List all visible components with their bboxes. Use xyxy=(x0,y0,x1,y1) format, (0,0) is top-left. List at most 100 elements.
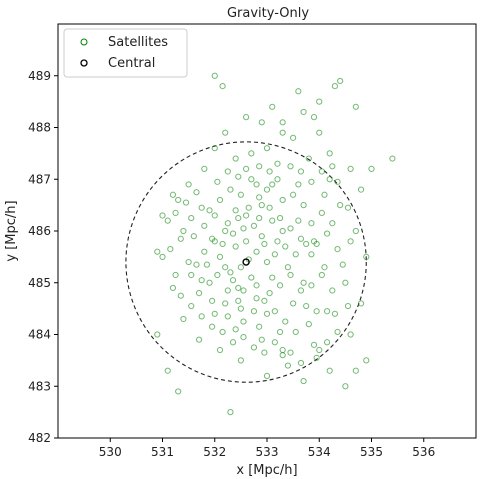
satellite-point xyxy=(237,264,244,271)
satellite-point xyxy=(188,271,195,279)
satellite-point xyxy=(269,274,276,281)
satellite-point xyxy=(250,308,258,315)
satellite-point xyxy=(172,209,179,216)
satellite-point xyxy=(323,308,331,315)
satellite-point xyxy=(164,217,171,224)
satellite-point xyxy=(240,287,247,294)
satellite-point xyxy=(342,279,349,286)
satellite-point xyxy=(352,103,359,110)
satellite-point xyxy=(216,253,224,260)
satellite-point xyxy=(347,238,354,245)
satellite-point xyxy=(339,261,346,268)
satellite-point xyxy=(329,287,336,294)
satellite-point xyxy=(195,336,203,343)
satellite-point xyxy=(198,313,205,320)
satellite-point xyxy=(363,253,370,260)
satellite-point xyxy=(326,367,333,374)
satellite-point xyxy=(334,328,341,336)
satellite-point xyxy=(279,227,286,235)
satellite-point xyxy=(292,328,299,336)
satellite-point xyxy=(274,238,281,245)
satellite-point xyxy=(243,114,250,121)
satellite-point xyxy=(253,181,260,188)
satellite-point xyxy=(227,269,234,276)
satellite-point xyxy=(316,346,323,354)
satellite-point xyxy=(308,220,315,227)
satellite-point xyxy=(188,302,195,310)
satellite-point xyxy=(342,383,349,390)
satellite-point xyxy=(279,196,286,204)
satellite-point xyxy=(248,150,255,157)
satellite-point xyxy=(357,300,365,307)
satellite-point xyxy=(237,305,244,312)
satellite-point xyxy=(232,243,239,250)
satellite-point xyxy=(258,202,265,209)
satellite-point xyxy=(305,155,312,162)
satellite-point xyxy=(159,253,166,260)
satellite-point xyxy=(290,134,297,141)
y-tick-label: 487 xyxy=(28,172,51,186)
satellite-point xyxy=(368,165,375,172)
satellite-point xyxy=(182,199,190,206)
satellite-point xyxy=(224,313,231,320)
satellite-point xyxy=(222,129,229,136)
satellite-point xyxy=(334,178,341,185)
satellite-point xyxy=(266,168,273,175)
satellite-point xyxy=(243,238,250,245)
satellite-point xyxy=(271,308,278,315)
satellite-point xyxy=(177,292,184,299)
satellite-point xyxy=(248,274,255,281)
satellite-point xyxy=(253,295,260,302)
satellite-point xyxy=(237,357,244,364)
satellite-point xyxy=(172,271,179,279)
satellite-point xyxy=(295,181,302,188)
satellite-point xyxy=(256,163,263,170)
satellite-point xyxy=(211,145,218,152)
satellite-point xyxy=(276,328,284,336)
satellite-point xyxy=(271,339,278,346)
satellite-point xyxy=(195,290,203,297)
y-axis-title: y [Mpc/h] xyxy=(4,200,19,261)
satellite-point xyxy=(188,214,195,222)
satellite-point xyxy=(154,248,161,255)
satellite-point xyxy=(203,261,211,268)
satellite-point xyxy=(167,246,174,253)
satellite-point xyxy=(206,279,213,286)
y-tick-label: 484 xyxy=(28,328,51,342)
satellite-point xyxy=(250,344,258,351)
y-tick-label: 482 xyxy=(28,431,51,445)
x-tick-label: 534 xyxy=(308,445,331,459)
satellite-point xyxy=(258,233,265,240)
satellite-point xyxy=(303,302,310,310)
satellite-point xyxy=(334,246,341,253)
satellite-point xyxy=(224,287,231,294)
satellite-point xyxy=(211,212,218,219)
x-axis-title: x [Mpc/h] xyxy=(236,463,297,478)
satellite-point xyxy=(175,196,182,204)
satellite-point xyxy=(321,191,328,198)
satellite-point xyxy=(209,297,216,304)
satellite-point xyxy=(329,220,336,227)
satellite-point xyxy=(318,168,325,175)
satellite-point xyxy=(321,264,328,271)
satellite-point xyxy=(232,155,239,162)
satellite-point xyxy=(347,331,354,338)
satellite-point xyxy=(329,163,336,170)
satellite-point xyxy=(316,129,323,136)
satellite-point xyxy=(258,119,265,126)
satellite-point xyxy=(279,352,286,359)
satellite-point xyxy=(222,227,229,235)
satellite-point xyxy=(169,284,177,292)
satellite-point xyxy=(287,349,294,356)
satellite-point xyxy=(253,248,260,255)
satellite-point xyxy=(266,204,273,211)
satellite-point xyxy=(352,367,359,374)
satellite-point xyxy=(263,186,271,193)
satellite-point xyxy=(211,310,218,317)
satellite-point xyxy=(253,282,260,289)
satellite-point xyxy=(240,318,247,325)
satellite-point xyxy=(389,155,396,162)
satellite-point xyxy=(331,83,339,90)
satellite-point xyxy=(232,326,239,333)
satellite-point xyxy=(308,282,315,289)
